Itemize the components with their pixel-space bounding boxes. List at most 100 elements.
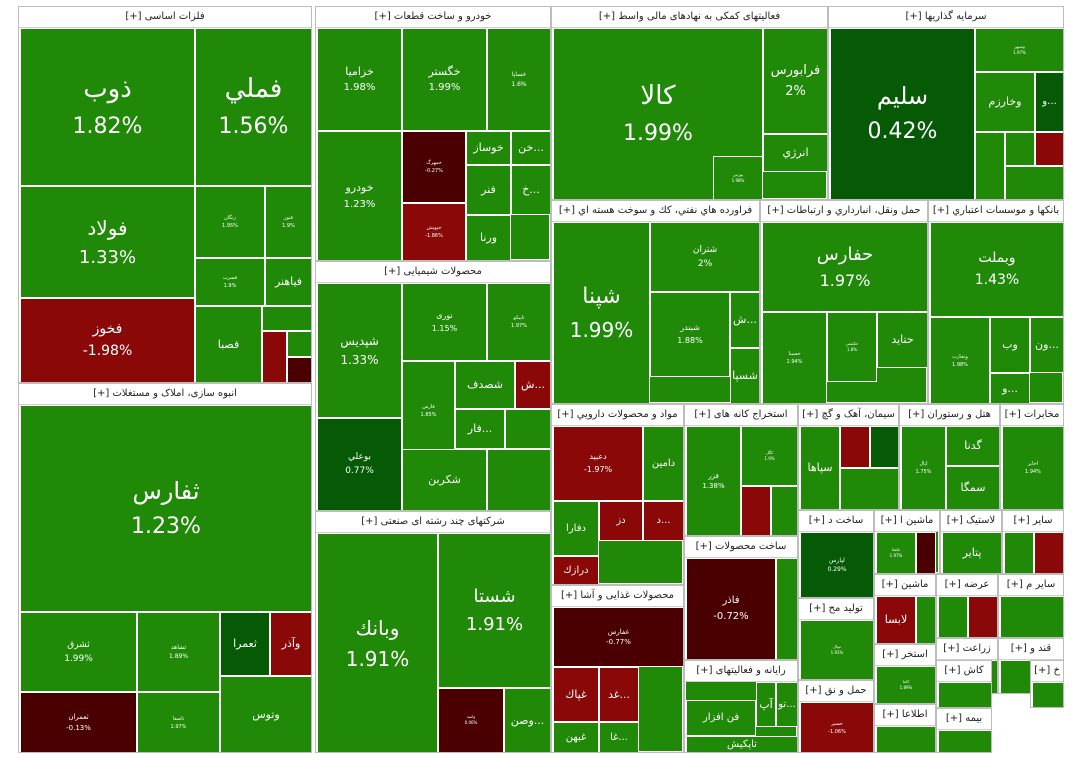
minor-tile[interactable]	[876, 726, 935, 752]
sector[interactable]: خ [+]	[1030, 660, 1064, 708]
ticker-tile[interactable]: خمهرگ -0.27%	[402, 131, 466, 203]
ticker-tile[interactable]: وآذر	[270, 612, 311, 676]
minor-tile[interactable]	[1004, 532, 1034, 573]
ticker-tile[interactable]: فصبا	[195, 306, 262, 382]
ticker-tile[interactable]: ذوب 1.82%	[20, 28, 195, 186]
ticker-tile[interactable]: وصن...	[504, 688, 550, 752]
sector[interactable]: مواد و محصولات دارويي [+] دعبيد -1.97% دامی…	[551, 404, 684, 585]
minor-tile[interactable]	[776, 558, 797, 659]
ticker-tile[interactable]: تاپکیش	[686, 736, 797, 752]
minor-tile[interactable]	[916, 596, 935, 643]
minor-tile[interactable]	[741, 486, 771, 535]
minor-tile[interactable]	[287, 331, 311, 357]
ticker-tile[interactable]: غا...	[599, 722, 639, 752]
sector-header[interactable]: عرضه [+]	[937, 575, 997, 596]
ticker-tile[interactable]: فرابورس 2%	[763, 28, 827, 134]
sector-header[interactable]: فعالیتهای کمکی به نهادهای مالی واسط [+]	[552, 7, 827, 28]
sector[interactable]: رایانه و فعالیتهای [+] فن افزار آپ تو... تاپ…	[684, 660, 798, 753]
ticker-tile[interactable]: خزامیا 1.98%	[317, 28, 402, 131]
minor-tile[interactable]	[287, 357, 311, 382]
minor-tile[interactable]	[505, 409, 550, 449]
minor-tile[interactable]	[1035, 132, 1063, 166]
ticker-tile[interactable]: غبهن	[553, 722, 599, 752]
ticker-tile[interactable]: خودرو 1.23%	[317, 131, 402, 260]
minor-tile[interactable]	[262, 331, 287, 382]
sector[interactable]: استخراج کانه های [+] فزر 1.38% کگل 1.9%	[684, 404, 798, 536]
minor-tile[interactable]	[771, 486, 797, 535]
ticker-tile[interactable]: غپاك	[553, 667, 599, 722]
ticker-tile[interactable]: دز	[599, 501, 643, 541]
sector-header[interactable]: تولید مح [+]	[799, 599, 873, 620]
ticker-tile[interactable]: ون...	[1030, 317, 1063, 373]
ticker-tile[interactable]: لپارس 0.29%	[800, 532, 873, 597]
ticker-tile[interactable]: خن...	[511, 131, 550, 165]
minor-tile[interactable]	[840, 468, 898, 509]
sector-header[interactable]: ماشین [+]	[875, 575, 935, 596]
ticker-tile[interactable]: وامید 0.06%	[438, 688, 504, 752]
ticker-tile[interactable]: خگستر 1.99%	[402, 28, 487, 131]
ticker-tile[interactable]: وب	[990, 317, 1030, 373]
ticker-tile[interactable]: شپدیس 1.33%	[317, 283, 402, 418]
ticker-tile[interactable]: سمگا	[946, 466, 999, 509]
ticker-tile[interactable]: خپویش -1.86%	[402, 203, 466, 260]
ticker-tile[interactable]: شبندر 1.88%	[650, 292, 730, 377]
ticker-tile[interactable]: سپاها	[800, 426, 840, 509]
sector-header[interactable]: سرمایه گذاریها [+]	[829, 7, 1063, 28]
sector-header[interactable]: فلزات اساسی [+]	[19, 7, 311, 28]
ticker-tile[interactable]: فارس 1.85%	[402, 361, 455, 461]
sector[interactable]: بیمه [+]	[936, 708, 992, 753]
sector[interactable]: مخابرات [+] اخابر 1.94%	[1000, 404, 1064, 510]
ticker-tile[interactable]: زنگان 1.95%	[195, 186, 265, 258]
minor-tile[interactable]	[870, 426, 898, 468]
ticker-tile[interactable]: تاپیکو 1.97%	[487, 283, 550, 361]
ticker-tile[interactable]: انرژي	[763, 134, 827, 172]
sector-header[interactable]: کاش [+]	[937, 661, 991, 682]
ticker-tile[interactable]: خ...	[511, 165, 550, 215]
sector-header[interactable]: محصولات غذایی و آشا [+]	[552, 586, 683, 607]
ticker-tile[interactable]: ثعمران -0.13%	[20, 692, 137, 752]
ticker-tile[interactable]: اخابر 1.94%	[1002, 426, 1063, 509]
sector[interactable]: محصولات غذایی و آشا [+] غفارس -0.77% غپاك غد…	[551, 585, 684, 753]
ticker-tile[interactable]: فن افزار	[686, 700, 756, 736]
ticker-tile[interactable]: فولاد 1.33%	[20, 186, 195, 298]
sector[interactable]: سایر م [+]	[998, 574, 1064, 638]
sector-header[interactable]: رایانه و فعالیتهای [+]	[685, 661, 797, 682]
ticker-tile[interactable]: گدنا	[946, 426, 999, 466]
ticker-tile[interactable]: حفارس 1.97%	[762, 222, 927, 312]
minor-tile[interactable]	[968, 596, 997, 637]
ticker-tile[interactable]: دفارا	[553, 501, 599, 556]
ticker-tile[interactable]: تکشا 1.97%	[876, 532, 916, 573]
sector[interactable]: استخر [+] کاما 1.89%	[874, 644, 936, 704]
minor-tile[interactable]	[262, 306, 311, 331]
ticker-tile[interactable]: دعبيد -1.97%	[553, 426, 643, 501]
ticker-tile[interactable]: شپنا 1.99%	[553, 222, 650, 403]
ticker-tile[interactable]: ثفارس 1.23%	[20, 405, 311, 612]
ticker-tile[interactable]: کاما 1.89%	[876, 666, 935, 703]
sector[interactable]: حمل ونقل، انبارداري و ارتباطات [+] حفارس 1…	[760, 200, 928, 404]
sector-header[interactable]: قند و [+]	[999, 639, 1063, 660]
sector-header[interactable]: زراعت [+]	[937, 639, 997, 660]
ticker-tile[interactable]: غفارس -0.77%	[553, 607, 683, 667]
ticker-tile[interactable]: ش...	[515, 361, 550, 409]
ticker-tile[interactable]: شصدف	[455, 361, 515, 409]
sector-header[interactable]: مواد و محصولات دارويي [+]	[552, 405, 683, 426]
minor-tile[interactable]	[1005, 132, 1035, 166]
ticker-tile[interactable]: فنور 1.9%	[265, 186, 311, 258]
sector[interactable]: فعالیتهای کمکی به نهادهای مالی واسط [+] ک…	[551, 6, 828, 200]
ticker-tile[interactable]: وخارزم	[975, 72, 1035, 132]
minor-tile[interactable]	[938, 682, 991, 707]
ticker-tile[interactable]: وبانك 1.91%	[317, 533, 438, 752]
sector[interactable]: خودرو و ساخت قطعات [+] خزامیا 1.98% خگستر 1.…	[315, 6, 551, 261]
ticker-tile[interactable]: خوساز	[466, 131, 511, 165]
ticker-tile[interactable]: ورنا	[466, 215, 511, 260]
ticker-tile[interactable]: شتران 2%	[650, 222, 759, 292]
ticker-tile[interactable]: ثعمرا	[220, 612, 270, 676]
ticker-tile[interactable]: فاذر -0.72%	[686, 558, 776, 659]
sector-header[interactable]: سایر م [+]	[999, 575, 1063, 596]
ticker-tile[interactable]: فملي 1.56%	[195, 28, 311, 186]
sector-header[interactable]: استخر [+]	[875, 645, 935, 666]
sector[interactable]: فلزات اساسی [+] ذوب 1.82% فملي 1.56% فولاد 1.3…	[18, 6, 312, 383]
sector[interactable]: ماشین ا [+] تکشا 1.97%	[874, 510, 940, 574]
ticker-tile[interactable]: ش...	[730, 292, 759, 348]
ticker-tile[interactable]: فسرب 1.9%	[195, 258, 265, 306]
